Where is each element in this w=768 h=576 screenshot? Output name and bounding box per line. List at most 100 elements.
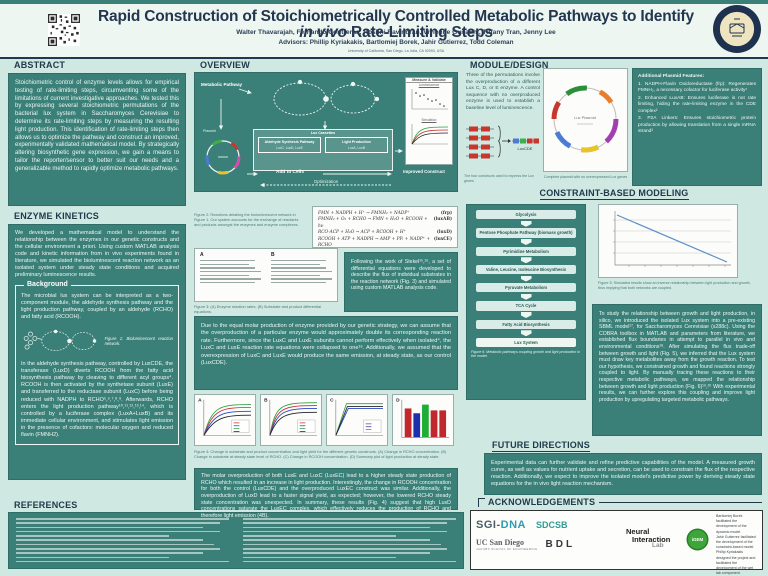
- future-box: Experimental data can further validate a…: [484, 453, 762, 495]
- sponsor-logos-left: SGI-DNA SDCSB UC San Diego JACOBS SCHOOL…: [476, 514, 626, 576]
- figure5-caption: Figure 5: Simulated results show an inve…: [598, 281, 751, 290]
- overview-light-box: Light Production LuxA, LuxB: [325, 137, 388, 153]
- background-subbox: Background The microbial lux system can …: [15, 281, 179, 445]
- figure2-caption: Figure 2: Reactions detailing the biolum…: [194, 212, 299, 228]
- equation-luxab: FMNH₂ + O₂ + RCHO → FMN + H₂O + RCOOH + …: [318, 217, 452, 230]
- references-column-2: [243, 518, 456, 565]
- ucsd-logo: UC San Diego JACOBS SCHOOL OF ENGINEERIN…: [476, 538, 538, 551]
- figure3-panel-a: A: [200, 252, 261, 286]
- ack-rule: [599, 501, 762, 503]
- title-italic: in vivo: [299, 24, 347, 42]
- overview-add-to-cells-label: Add to Cells: [276, 170, 304, 175]
- equation-4-tag: (luxCE): [433, 236, 452, 242]
- overview-luminescence-plot: [411, 89, 448, 110]
- background-title: Background: [24, 281, 71, 289]
- equation-luxd: RCO-ACP + H₂O → ACP + RCOOH + H⁺ (luxD): [318, 230, 452, 236]
- overview-heading: OVERVIEW: [200, 60, 250, 70]
- flowchart-node-fattyacid: Fatty Acid Biosynthesis: [476, 319, 576, 329]
- feature-item-1: 1. NADPH-Flavin Oxidoreductase (frp): Re…: [638, 81, 756, 94]
- bdl-logo: BDL: [545, 539, 576, 550]
- poster-title: Rapid Construction of Stoichiometrically…: [96, 8, 696, 42]
- overview-metabolic-pathway-label: Metabolic Pathway: [201, 82, 243, 87]
- ack-line-2: Jahir Gutierrez facilitated the developm…: [716, 534, 756, 550]
- feature-item-3: 3. P2A Linkers: Ensures stoichiometric p…: [638, 116, 756, 135]
- figure1-caption: Figure 1: Bioluminescent reaction networ…: [104, 335, 173, 347]
- module-design-heading: MODULE/DESIGN: [470, 60, 549, 70]
- equation-3-tag: (luxD): [436, 230, 452, 236]
- flow-connector: [520, 220, 532, 227]
- overview-cassette-panel: Lux Cassettes Aldehyde Synthesis Pathway…: [253, 129, 393, 171]
- kinetics-conclusion-box: The molar overproduction of both LuxE an…: [194, 468, 458, 519]
- references-box: [8, 512, 464, 569]
- figure6-caption: Figure 6: Metabolic pathways coupling gr…: [471, 350, 581, 358]
- figure4-panel-b: B: [260, 394, 322, 446]
- plasmid-map-panel: Lux Plasmid: [543, 68, 628, 172]
- authors-line: Walter Thavarajah, Fernando Contreras, R…: [236, 29, 556, 36]
- module-design-paragraph: Three of the permutations involve the ov…: [466, 73, 540, 112]
- svg-text:A: A: [198, 398, 202, 404]
- feature-item-2: 2. Enhanced LuxAB: Ensures luciferase is…: [638, 95, 756, 114]
- aldehyde-box-genes: LuxC, LuxD, LuxE: [276, 145, 303, 150]
- modeling-heading: CONSTRAINT-BASED MODELING: [466, 188, 762, 200]
- overview-plot2-title: Simulation: [421, 118, 437, 122]
- figure4-panel-a: A: [194, 394, 256, 446]
- advisors-line: Advisors: Phillip Kyriakakis, Bartlomiej…: [278, 39, 514, 46]
- overview-measure-panel: Measure & Validate Luminescence Simulati…: [405, 77, 453, 165]
- light-box-title: Light Production: [342, 140, 371, 144]
- affiliation-line: University of California, San Diego, La …: [347, 49, 445, 53]
- enzyme-kinetics-intro: We developed a mathematical model to und…: [15, 230, 179, 279]
- light-box-genes: LuxA, LuxB: [348, 145, 365, 150]
- plasmid-features-box: Additional Plasmid Features: 1. NADPH-Fl…: [632, 68, 762, 186]
- flowchart-node-lux: Lux System: [476, 337, 576, 347]
- overview-plasmid-label: Plasmid: [203, 129, 216, 133]
- figure1-row: Figure 1: Bioluminescent reaction networ…: [21, 324, 173, 358]
- sdcsb-logo: SDCSB: [535, 520, 568, 530]
- references-columns: [16, 518, 456, 565]
- figure3-panel-b: B: [271, 252, 332, 286]
- equal-molar-box: Due to the equal molar production of enz…: [194, 316, 458, 390]
- flow-connector: [520, 293, 532, 300]
- nil-line-1: Neural: [626, 527, 650, 536]
- ack-bracket: [478, 497, 485, 507]
- references-column-1: [16, 518, 229, 565]
- figure2-equations-panel: FMN + NADPH + H⁺ → FMNH₂ + NADP⁺ (frp) FM…: [312, 206, 458, 248]
- equation-3: RCO-ACP + H₂O → ACP + RCOOH + H⁺: [318, 230, 406, 236]
- sponsor-row-1: SGI-DNA SDCSB: [476, 514, 626, 536]
- flowchart-node-glycolysis: Glycolysis: [476, 210, 576, 220]
- overview-cassette-boxes: Aldehyde Synthesis Pathway LuxC, LuxD, L…: [254, 135, 392, 155]
- acknowledgements-heading-row: ACKNOWLEDGEMENTS: [478, 497, 762, 507]
- equation-2-tag: (luxAB): [433, 217, 452, 223]
- university-seal-icon: [713, 5, 761, 53]
- neural-interaction-lab-logo: Neural Interaction Lab: [626, 514, 688, 576]
- ack-content: SGI-DNA SDCSB UC San Diego JACOBS SCHOOL…: [476, 514, 757, 576]
- equation-2: FMNH₂ + O₂ + RCHO → FMN + H₂O + RCOOH + …: [318, 217, 428, 229]
- overview-aldehyde-box: Aldehyde Synthesis Pathway LuxC, LuxD, L…: [258, 137, 321, 153]
- plasmid-caption: Complete plasmid with no overexpressed L…: [543, 175, 628, 179]
- sgi-text: SGI-: [476, 519, 501, 531]
- future-heading: FUTURE DIRECTIONS: [492, 440, 590, 452]
- overview-measure-title: Measure & Validate: [406, 78, 452, 83]
- ack-text-block: Bartlomiej Borek facilitated the develop…: [712, 514, 757, 576]
- sponsor-row-2: UC San Diego JACOBS SCHOOL OF ENGINEERIN…: [476, 538, 626, 551]
- figure3-caption: Figure 3: (A) Enzyme reaction rates. (B)…: [194, 304, 322, 315]
- overview-cassette-title: Lux Cassettes: [310, 131, 336, 135]
- top-border: [0, 0, 768, 4]
- flow-connector: [520, 312, 532, 318]
- header-band: [0, 4, 768, 57]
- svg-text:B: B: [264, 398, 268, 404]
- figure3-panel: A B: [194, 248, 338, 302]
- stekel-box: Following the work of Stekel¹⁵,¹⁶, a set…: [344, 252, 458, 312]
- background-paragraph-2: In the aldehyde synthesis pathway, contr…: [21, 361, 173, 438]
- dna-text: DNA: [500, 519, 526, 531]
- overview-box: Metabolic Pathway Plasmid Lux Cassettes …: [194, 72, 458, 192]
- flow-connector: [520, 275, 532, 282]
- equation-1-tag: (frp): [440, 211, 452, 216]
- flow-connector: [520, 239, 532, 245]
- future-heading-text: FUTURE DIRECTIONS: [492, 440, 590, 452]
- header-divider: [0, 57, 768, 59]
- overview-plasmid-icon: [205, 139, 241, 175]
- igem-gear-icon: iGEM: [688, 530, 707, 549]
- svg-text:C: C: [330, 398, 334, 404]
- background-paragraph-1: The microbial lux system can be interpre…: [21, 293, 173, 321]
